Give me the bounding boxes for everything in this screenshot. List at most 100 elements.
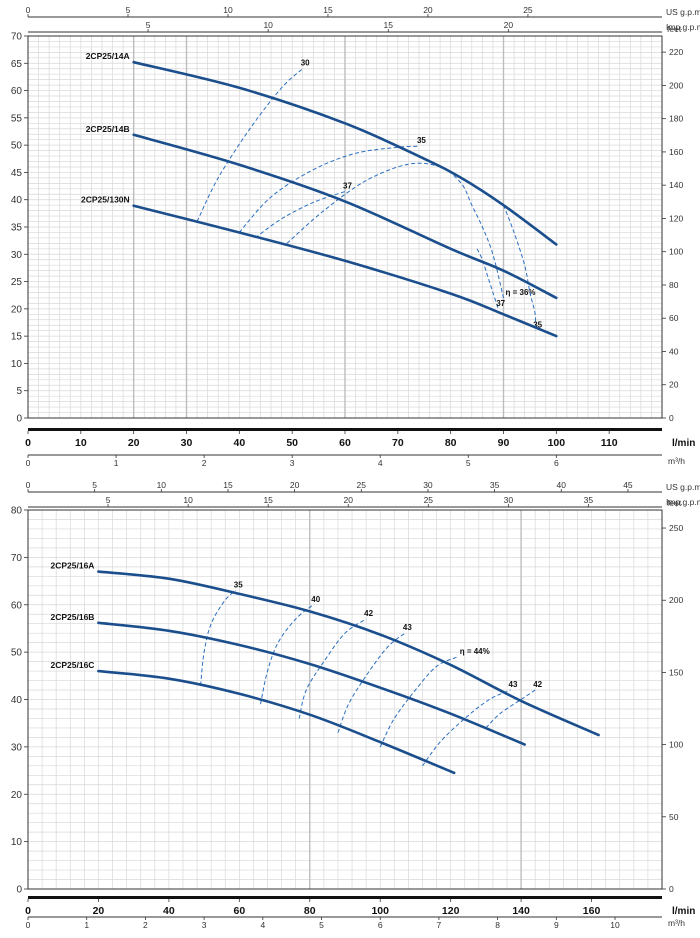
bottom-feet-unit-label: feet bbox=[667, 498, 682, 508]
bottom-top-tick-label: 0 bbox=[26, 480, 31, 490]
bottom-feet-tick-label: 250 bbox=[669, 523, 683, 533]
bottom-y-tick-label: 60 bbox=[11, 600, 23, 611]
top-efficiency-label: 30 bbox=[301, 59, 310, 68]
top-y-tick-label: 20 bbox=[11, 304, 23, 315]
bottom-efficiency-curve bbox=[260, 604, 314, 705]
bottom-x-tick-label: 160 bbox=[583, 905, 601, 917]
top-feet-tick-label: 180 bbox=[669, 114, 683, 124]
bottom-top-tick-label: 35 bbox=[490, 480, 500, 490]
top-feet-unit-label: feet bbox=[667, 24, 682, 34]
bottom-m3h-unit-label: m³/h bbox=[668, 918, 685, 928]
top-top-tick-label: 0 bbox=[26, 5, 31, 15]
top-series-label: 2CP25/14A bbox=[86, 51, 130, 61]
bottom-top-tick-label: 40 bbox=[557, 480, 567, 490]
top-y-tick-label: 25 bbox=[11, 277, 23, 288]
top-top-tick-label: 20 bbox=[423, 5, 433, 15]
top-m3h-tick-label: 4 bbox=[378, 458, 383, 468]
bottom-feet-tick-label: 50 bbox=[669, 812, 679, 822]
bottom-m3h-tick-label: 9 bbox=[554, 920, 559, 930]
top-x-tick-label: 0 bbox=[25, 437, 31, 449]
bottom-feet-tick-label: 100 bbox=[669, 740, 683, 750]
top-curve-2cp25-14b bbox=[132, 133, 558, 300]
bottom-top-tick-label: 35 bbox=[584, 495, 594, 505]
top-m3h-tick-label: 5 bbox=[466, 458, 471, 468]
bottom-series-label: 2CP25/16A bbox=[50, 561, 94, 571]
bottom-m3h-tick-label: 10 bbox=[610, 920, 620, 930]
top-efficiency-curve bbox=[286, 162, 504, 299]
top-x-tick-label: 40 bbox=[233, 437, 245, 449]
top-series-label: 2CP25/130N bbox=[81, 195, 130, 205]
bottom-efficiency-label: 43 bbox=[403, 623, 412, 632]
bottom-top-tick-label: 45 bbox=[623, 480, 633, 490]
top-top-tick-label: 20 bbox=[504, 20, 514, 30]
top-x-tick-label: 30 bbox=[181, 437, 193, 449]
bottom-x-tick-label: 40 bbox=[163, 905, 175, 917]
bottom-m3h-tick-label: 1 bbox=[84, 920, 89, 930]
top-feet-tick-label: 120 bbox=[669, 213, 683, 223]
bottom-m3h-tick-label: 4 bbox=[260, 920, 265, 930]
bottom-efficiency-label: 42 bbox=[364, 609, 373, 618]
bottom-feet-tick-label: 150 bbox=[669, 667, 683, 677]
top-feet-tick-label: 220 bbox=[669, 47, 683, 57]
top-x-tick-label: 50 bbox=[286, 437, 298, 449]
top-x-tick-label: 100 bbox=[548, 437, 566, 449]
bottom-efficiency-curve bbox=[485, 689, 536, 729]
bottom-m3h-tick-label: 5 bbox=[319, 920, 324, 930]
top-y-tick-label: 55 bbox=[11, 113, 23, 124]
bottom-top-tick-label: 25 bbox=[357, 480, 367, 490]
top-y-tick-label: 15 bbox=[11, 332, 23, 343]
bottom-grid bbox=[27, 509, 663, 890]
top-top-tick-label: 15 bbox=[384, 20, 394, 30]
top-efficiency-curve bbox=[476, 248, 499, 310]
bottom-x-tick-label: 120 bbox=[442, 905, 460, 917]
top-y-tick-label: 45 bbox=[11, 168, 23, 179]
bottom-y-tick-label: 70 bbox=[11, 553, 23, 564]
bottom-curve-2cp25-16b bbox=[97, 621, 526, 746]
bottom-top-tick-label: 30 bbox=[504, 495, 514, 505]
top-y-tick-label: 65 bbox=[11, 59, 23, 70]
bottom-feet-tick-label: 0 bbox=[669, 884, 674, 894]
bottom-efficiency-label: 43 bbox=[509, 680, 518, 689]
bottom-top-tick-label: 10 bbox=[183, 495, 193, 505]
bottom-m3h-tick-label: 3 bbox=[202, 920, 207, 930]
bottom-y-tick-label: 50 bbox=[11, 648, 23, 659]
bottom-x-tick-label: 20 bbox=[93, 905, 105, 917]
bottom-y-tick-label: 0 bbox=[16, 885, 22, 896]
top-x-unit-label: l/min bbox=[672, 438, 695, 449]
top-y-tick-label: 40 bbox=[11, 195, 23, 206]
top-x-tick-label: 80 bbox=[445, 437, 457, 449]
top-top-tick-label: 5 bbox=[126, 5, 131, 15]
top-x-tick-label: 20 bbox=[128, 437, 140, 449]
top-curve-2cp25-14a bbox=[132, 60, 558, 246]
bottom-m3h-tick-label: 0 bbox=[26, 920, 31, 930]
bottom-m3h-tick-label: 2 bbox=[143, 920, 148, 930]
top-efficiency-label: 35 bbox=[417, 136, 426, 145]
top-top-tick-label: 15 bbox=[323, 5, 333, 15]
top-feet-tick-label: 100 bbox=[669, 247, 683, 257]
top-feet-tick-label: 40 bbox=[669, 346, 679, 356]
top-m3h-tick-label: 3 bbox=[290, 458, 295, 468]
bottom-top-tick-label: 20 bbox=[344, 495, 354, 505]
top-x-tick-label: 70 bbox=[392, 437, 404, 449]
bottom-top-tick-label: 20 bbox=[290, 480, 300, 490]
top-chart-panel: 0510152025303540455055606570020406080100… bbox=[11, 5, 700, 468]
top-m3h-tick-label: 0 bbox=[26, 458, 31, 468]
bottom-m3h-tick-label: 8 bbox=[495, 920, 500, 930]
top-y-tick-label: 0 bbox=[16, 414, 22, 425]
top-feet-tick-label: 160 bbox=[669, 147, 683, 157]
bottom-efficiency-label: 35 bbox=[234, 581, 243, 590]
top-y-tick-label: 30 bbox=[11, 250, 23, 261]
bottom-series-label: 2CP25/16C bbox=[50, 660, 94, 670]
top-efficiency-curve bbox=[238, 145, 420, 233]
top-efficiency-curve bbox=[196, 68, 304, 222]
bottom-curve-2cp25-16c bbox=[97, 669, 456, 775]
top-top-tick-label: 10 bbox=[263, 20, 273, 30]
top-curve-2cp25-130n bbox=[132, 204, 558, 338]
bottom-efficiency-curve bbox=[200, 590, 237, 686]
top-feet-tick-label: 200 bbox=[669, 80, 683, 90]
bottom-x-axis-bar bbox=[28, 896, 662, 899]
top-efficiency-curve bbox=[254, 191, 346, 239]
top-feet-tick-label: 140 bbox=[669, 180, 683, 190]
bottom-x-tick-label: 100 bbox=[371, 905, 389, 917]
